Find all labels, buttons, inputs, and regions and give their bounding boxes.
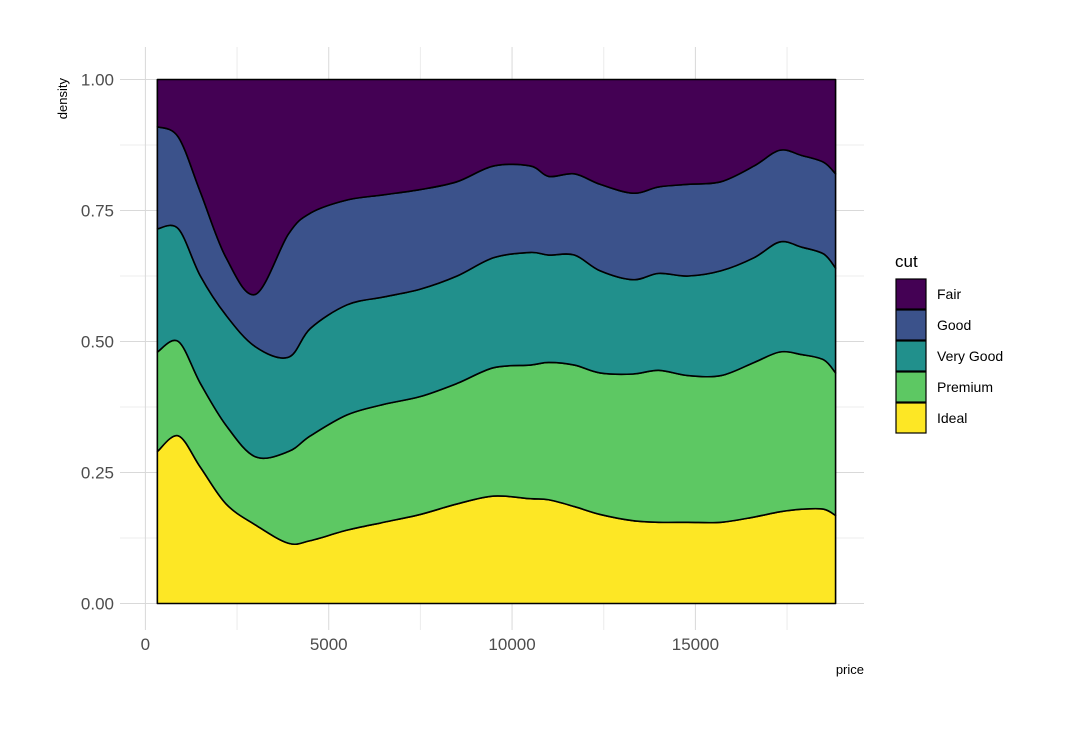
legend-key-good <box>895 309 927 341</box>
legend-title: cut <box>895 252 918 271</box>
y-tick-label: 0.25 <box>81 464 114 483</box>
x-tick-label: 5000 <box>310 635 348 654</box>
x-axis-title: price <box>836 662 864 677</box>
legend-key-ideal <box>895 402 927 434</box>
legend-label-very-good: Very Good <box>937 348 1003 364</box>
legend-label-ideal: Ideal <box>937 410 967 426</box>
x-tick-label: 0 <box>141 635 150 654</box>
axes: 0.00 0.25 0.50 0.75 1.00 0 5000 10000 15000 <box>81 71 719 655</box>
y-tick-label: 0.00 <box>81 595 114 614</box>
y-tick-label: 0.75 <box>81 202 114 221</box>
legend-key-fair <box>895 278 927 310</box>
y-axis-title: density <box>55 78 70 120</box>
legend-label-fair: Fair <box>937 286 961 302</box>
area-fair <box>156 78 837 296</box>
x-tick-label: 15000 <box>672 635 719 654</box>
legend-label-good: Good <box>937 317 971 333</box>
x-tick-label: 10000 <box>488 635 535 654</box>
y-tick-label: 1.00 <box>81 71 114 90</box>
legend-label-premium: Premium <box>937 379 993 395</box>
y-tick-label: 0.50 <box>81 333 114 352</box>
stacked-areas <box>156 78 837 605</box>
legend-key-very-good <box>895 340 927 372</box>
legend-key-premium <box>895 371 927 403</box>
legend: cut Fair Good Very Good Premium Ideal <box>895 252 1003 434</box>
